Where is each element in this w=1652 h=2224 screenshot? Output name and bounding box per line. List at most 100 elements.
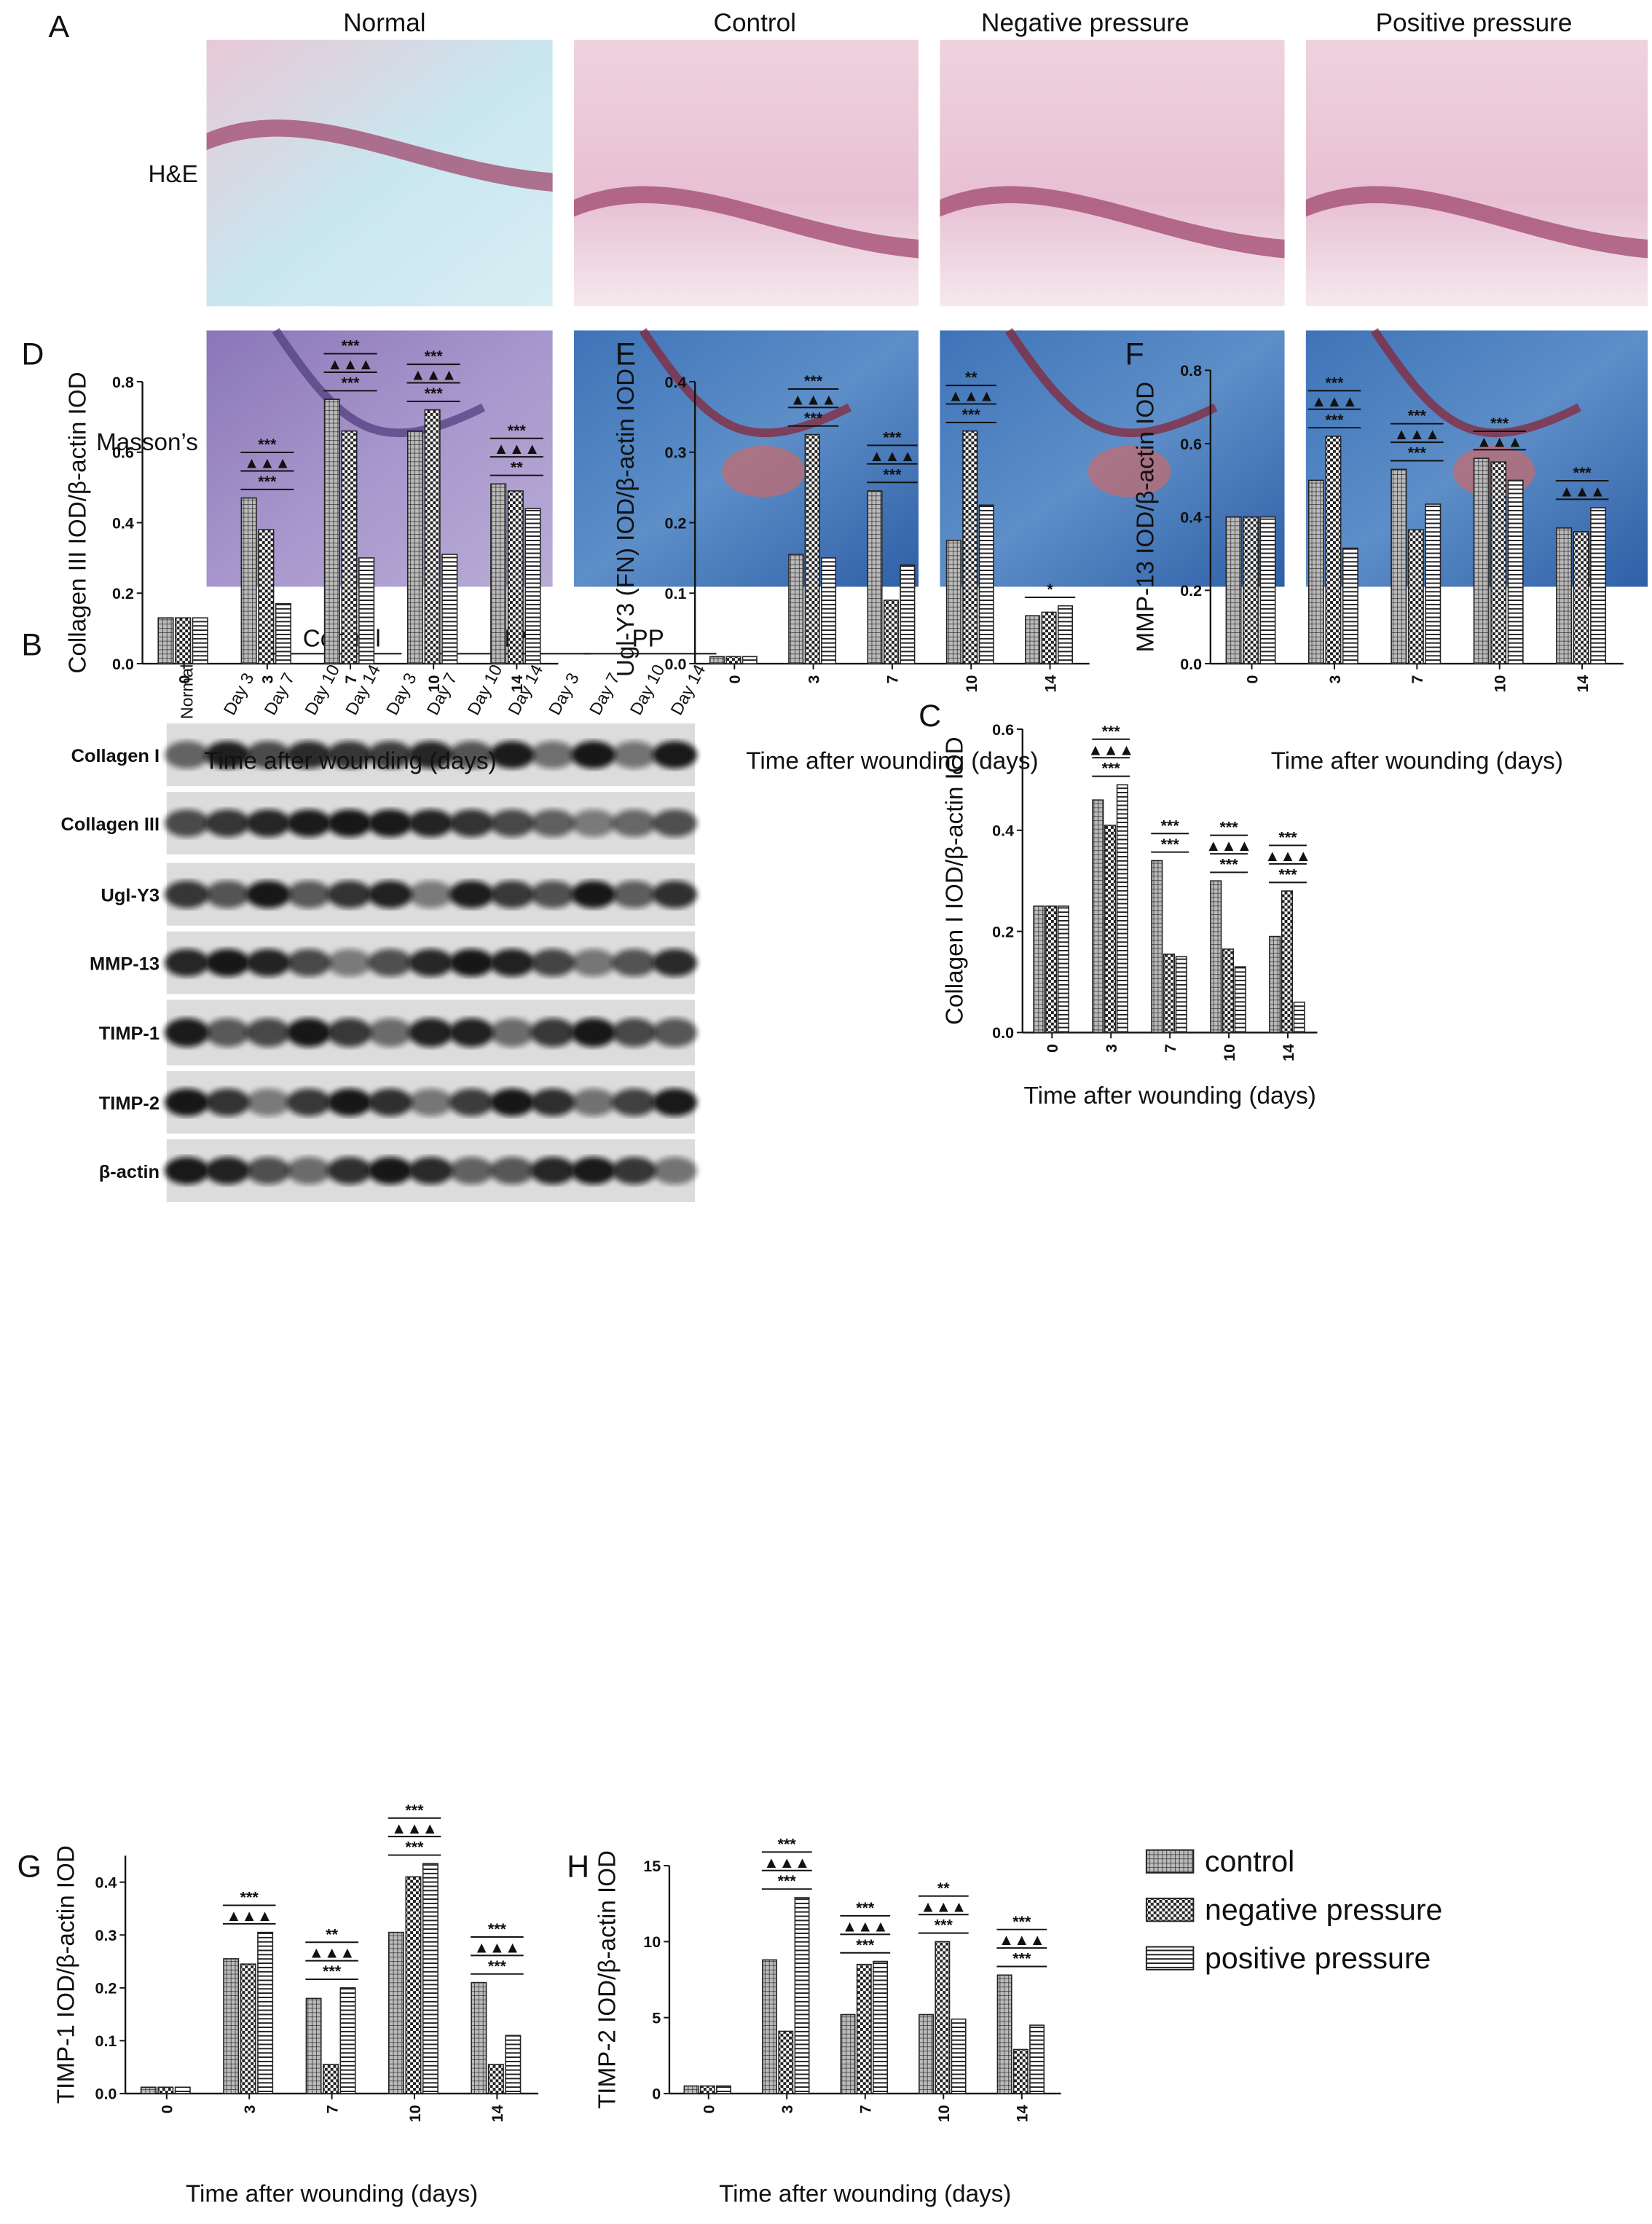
y-tick-label: 0.0 — [95, 2086, 117, 2103]
blot-band — [367, 1157, 413, 1184]
blot-band — [367, 809, 413, 837]
x-axis-label: Time after wounding (days) — [186, 2181, 478, 2208]
lane-label: Day 7 — [586, 669, 624, 718]
y-tick-label: 0.4 — [95, 1874, 117, 1892]
blot-band — [489, 809, 535, 837]
blot-band — [530, 948, 575, 977]
blot-band — [165, 809, 210, 837]
significance-mark: ▲▲▲ — [327, 355, 374, 373]
tissue-structure — [639, 328, 852, 438]
blot-band — [165, 948, 210, 977]
legend-label: positive pressure — [1205, 1941, 1431, 1975]
blot-band — [165, 1088, 210, 1117]
bar — [788, 554, 804, 664]
y-axis-label: TIMP-2 IOD/β-actin IOD — [594, 1850, 621, 2109]
significance-mark: ▲▲▲ — [226, 1907, 272, 1925]
bar — [441, 554, 458, 664]
panel-label: E — [615, 337, 637, 372]
blot-band — [652, 1157, 697, 1184]
significance-mark: *** — [1012, 1950, 1031, 1968]
bar — [962, 430, 978, 664]
significance-mark: *** — [804, 372, 823, 390]
blot-band — [570, 809, 616, 837]
x-tick-label: 10 — [406, 2105, 424, 2123]
column-header: Negative pressure — [981, 9, 1189, 37]
protein-label: Collagen III — [61, 814, 160, 835]
significance-mark: *** — [1325, 374, 1344, 391]
blot-band — [652, 880, 697, 908]
legend-swatch — [1145, 1849, 1195, 1874]
protein-label: Collagen I — [71, 746, 160, 766]
bar — [1175, 956, 1187, 1034]
bar — [1222, 948, 1235, 1034]
y-axis-label: TIMP-1 IOD/β-actin IOD — [53, 1845, 80, 2104]
blot-band — [286, 1018, 331, 1048]
blot-band — [652, 1018, 697, 1048]
blot-band — [570, 741, 616, 769]
significance-mark: *** — [405, 1839, 424, 1856]
blot-band — [449, 880, 494, 908]
blot-band — [286, 948, 331, 977]
significance-mark: ▲▲▲ — [391, 1820, 438, 1837]
bar — [192, 617, 208, 664]
significance-mark: *** — [1102, 723, 1121, 740]
x-tick-label: 7 — [857, 2105, 875, 2114]
x-tick-label: 14 — [1042, 675, 1059, 693]
x-axis-label: Time after wounding (days) — [719, 2181, 1011, 2208]
blot-band — [245, 809, 291, 837]
y-tick-label: 0.4 — [665, 374, 687, 391]
significance-mark: *** — [1161, 817, 1180, 834]
blot-band — [408, 741, 454, 769]
y-tick-label: 0.0 — [992, 1024, 1014, 1042]
blot-band — [611, 880, 657, 908]
x-tick-label: 0 — [701, 2105, 718, 2114]
y-tick-label: 0.3 — [95, 1927, 117, 1944]
x-tick-label: 14 — [1574, 675, 1592, 693]
bar — [821, 557, 837, 664]
bar — [341, 430, 358, 664]
significance-mark: *** — [1325, 411, 1344, 428]
significance-mark: ▲▲▲ — [410, 366, 457, 384]
x-axis-label: Time after wounding (days) — [1024, 1082, 1316, 1109]
significance-mark: *** — [1102, 760, 1121, 777]
blot-band — [205, 1157, 251, 1184]
x-tick-label: 14 — [1014, 2105, 1031, 2123]
x-tick-label: 7 — [884, 675, 902, 684]
bar — [867, 490, 883, 664]
blot-band — [245, 948, 291, 977]
blot-band — [408, 948, 454, 977]
bar — [716, 2085, 731, 2094]
tissue-layer — [940, 186, 1285, 259]
bar — [1243, 516, 1259, 664]
x-tick-label: 7 — [323, 2105, 341, 2114]
blot-band — [327, 948, 372, 977]
y-axis-label: Collagen I IOD/β-actin IOD — [942, 736, 969, 1025]
bar — [424, 409, 441, 664]
panel-label: A — [49, 9, 70, 44]
histology-image — [940, 39, 1285, 307]
blot-band — [408, 809, 454, 837]
tissue-structure — [1005, 328, 1218, 438]
blot-band — [489, 948, 535, 977]
bar — [505, 2035, 522, 2094]
tissue-structure — [722, 445, 805, 498]
x-tick-label: 7 — [1162, 1044, 1179, 1053]
y-tick-label: 5 — [652, 2009, 661, 2027]
x-tick-label: 7 — [1409, 675, 1426, 684]
legend-label: control — [1205, 1844, 1294, 1878]
blot-band — [530, 1018, 575, 1048]
bar — [804, 433, 820, 664]
significance-mark: ▲▲▲ — [842, 1917, 889, 1935]
significance-mark: *** — [508, 422, 527, 439]
blot-band — [489, 1018, 535, 1048]
blot-band — [286, 1088, 331, 1117]
significance-mark: *** — [804, 409, 823, 427]
x-axis-label: Time after wounding (days) — [746, 748, 1038, 775]
y-tick-label: 0 — [652, 2086, 661, 2103]
blot-band — [611, 741, 657, 769]
histology-image — [1305, 39, 1648, 307]
blot-band — [570, 948, 616, 977]
bar — [1012, 2048, 1028, 2094]
blot-band — [286, 741, 331, 769]
blot-band — [165, 1018, 210, 1048]
